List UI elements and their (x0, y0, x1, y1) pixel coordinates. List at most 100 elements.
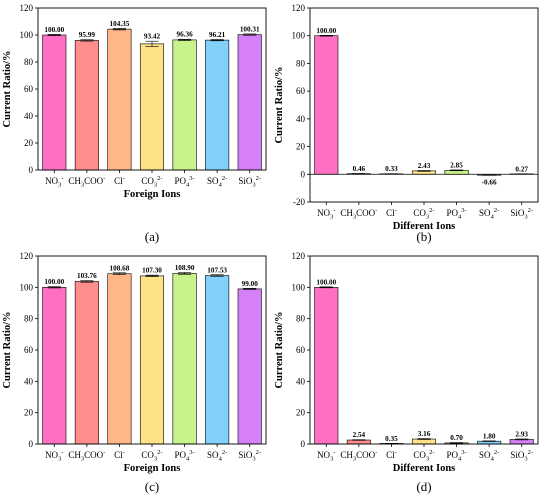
y-tick-label: 80 (296, 314, 306, 324)
x-axis-title: Different Ions (393, 463, 456, 474)
data-label: 108.68 (110, 264, 130, 272)
data-label: 103.76 (77, 272, 97, 280)
data-label: 96.36 (176, 31, 193, 39)
y-tick-label: 120 (292, 3, 306, 13)
y-tick-label: 100 (292, 31, 306, 41)
x-tick-label: Cl- (114, 449, 125, 460)
x-tick-label: SO42- (479, 449, 499, 463)
y-tick-label: -20 (293, 197, 305, 207)
data-label: 2.43 (418, 162, 431, 170)
y-tick-label: 40 (296, 114, 306, 124)
y-tick-label: 20 (296, 408, 306, 418)
bar (205, 39, 230, 171)
chart-panel-a: 100.00 95.99 104.35 93.42 96.36 96.21 100.31 0 2… (2, 3, 267, 244)
x-axis-title: Different Ions (393, 221, 456, 232)
data-label: 104.35 (110, 20, 130, 28)
x-tick-label: NO3- (45, 449, 63, 463)
bar (139, 275, 165, 445)
data-label: 0.33 (385, 165, 398, 173)
x-tick-label: SO42- (207, 175, 227, 189)
panel-caption: (d) (416, 479, 431, 494)
x-tick-label: SO42- (479, 207, 499, 221)
x-tick-label: Cl- (386, 449, 397, 460)
bar (172, 273, 197, 445)
y-tick-label: 20 (24, 138, 34, 148)
data-label: 0.70 (450, 434, 463, 442)
y-tick-label: 100 (20, 282, 34, 292)
y-tick-label: 0 (29, 439, 34, 449)
x-tick-label: CH3COO- (68, 449, 105, 463)
data-label: 99.00 (242, 280, 259, 288)
y-axis-title: Current Ratio/% (274, 66, 285, 143)
y-tick-label: 60 (296, 86, 306, 96)
data-label: 3.16 (418, 430, 431, 438)
y-tick-label: 20 (296, 142, 306, 152)
panel-caption: (b) (416, 229, 431, 244)
bar (237, 288, 262, 445)
x-tick-label: SiO32- (510, 207, 533, 221)
bar (107, 28, 132, 171)
x-tick-label: PO43- (446, 449, 466, 463)
data-label: 2.93 (515, 430, 528, 438)
bar (314, 287, 339, 445)
x-tick-label: NO3- (317, 449, 335, 463)
x-tick-label: SiO32- (238, 175, 261, 189)
y-axis-title: Current Ratio/% (2, 311, 13, 388)
x-tick-label: CH3COO- (68, 175, 105, 189)
chart-panel-c: 100.00 103.76 108.68 107.30 108.90 107.53 99.0… (2, 251, 267, 494)
bar (205, 275, 230, 445)
y-tick-label: 0 (29, 165, 34, 175)
y-tick-label: 40 (24, 376, 34, 386)
data-label: 107.53 (207, 266, 227, 274)
y-tick-label: 100 (20, 30, 34, 40)
x-tick-label: NO3- (317, 207, 335, 221)
chart-panel-d: 100.00 2.54 0.35 3.16 0.70 1.80 2.93 0 20 40 60 80 1… (274, 251, 539, 494)
x-tick-label: SiO32- (238, 449, 261, 463)
x-tick-label: NO3- (45, 175, 63, 189)
data-label: 0.35 (385, 435, 398, 443)
chart-panel-b: 100.00 0.46 0.33 2.43 2.85 -0.66 0.27 -20 0 20 40 6… (274, 3, 539, 244)
y-tick-label: 20 (24, 408, 34, 418)
data-label: 100.00 (316, 278, 336, 286)
bar (42, 34, 67, 171)
y-tick-label: 120 (292, 251, 306, 261)
x-axis-title: Foreign Ions (124, 189, 181, 200)
x-tick-label: PO43- (446, 207, 466, 221)
y-tick-label: 80 (296, 58, 306, 68)
x-tick-label: CH3COO- (340, 449, 377, 463)
data-label: 2.85 (450, 161, 463, 169)
data-label: 100.00 (44, 278, 64, 286)
panel-caption: (c) (145, 479, 159, 494)
data-label: 95.99 (79, 31, 96, 39)
x-tick-label: CO32- (141, 175, 162, 189)
y-tick-label: 40 (24, 111, 34, 121)
x-tick-label: SiO32- (510, 449, 533, 463)
y-tick-label: 60 (24, 345, 34, 355)
plot-frame (309, 255, 539, 445)
data-label: -0.66 (482, 178, 497, 186)
data-label: 96.21 (209, 31, 226, 39)
y-tick-label: 120 (20, 3, 34, 13)
y-tick-label: 100 (292, 282, 306, 292)
data-label: 107.30 (142, 267, 162, 275)
panel-caption: (a) (145, 229, 159, 244)
y-tick-label: 40 (296, 376, 306, 386)
y-tick-label: 60 (24, 84, 34, 94)
bar (74, 281, 99, 445)
bar (74, 40, 99, 171)
data-label: 0.46 (353, 165, 366, 173)
x-tick-label: SO42- (207, 449, 227, 463)
y-tick-label: 80 (24, 57, 34, 67)
y-tick-label: 0 (301, 439, 306, 449)
bar (139, 43, 165, 171)
x-tick-label: Cl- (386, 207, 397, 218)
y-axis-title: Current Ratio/% (2, 50, 13, 127)
x-tick-label: CO32- (413, 449, 434, 463)
y-axis-title: Current Ratio/% (274, 311, 285, 388)
data-label: 100.00 (316, 27, 336, 35)
bar (172, 39, 197, 171)
data-label: 108.90 (175, 264, 195, 272)
x-tick-label: CO32- (141, 449, 162, 463)
data-label: 1.80 (483, 432, 496, 440)
